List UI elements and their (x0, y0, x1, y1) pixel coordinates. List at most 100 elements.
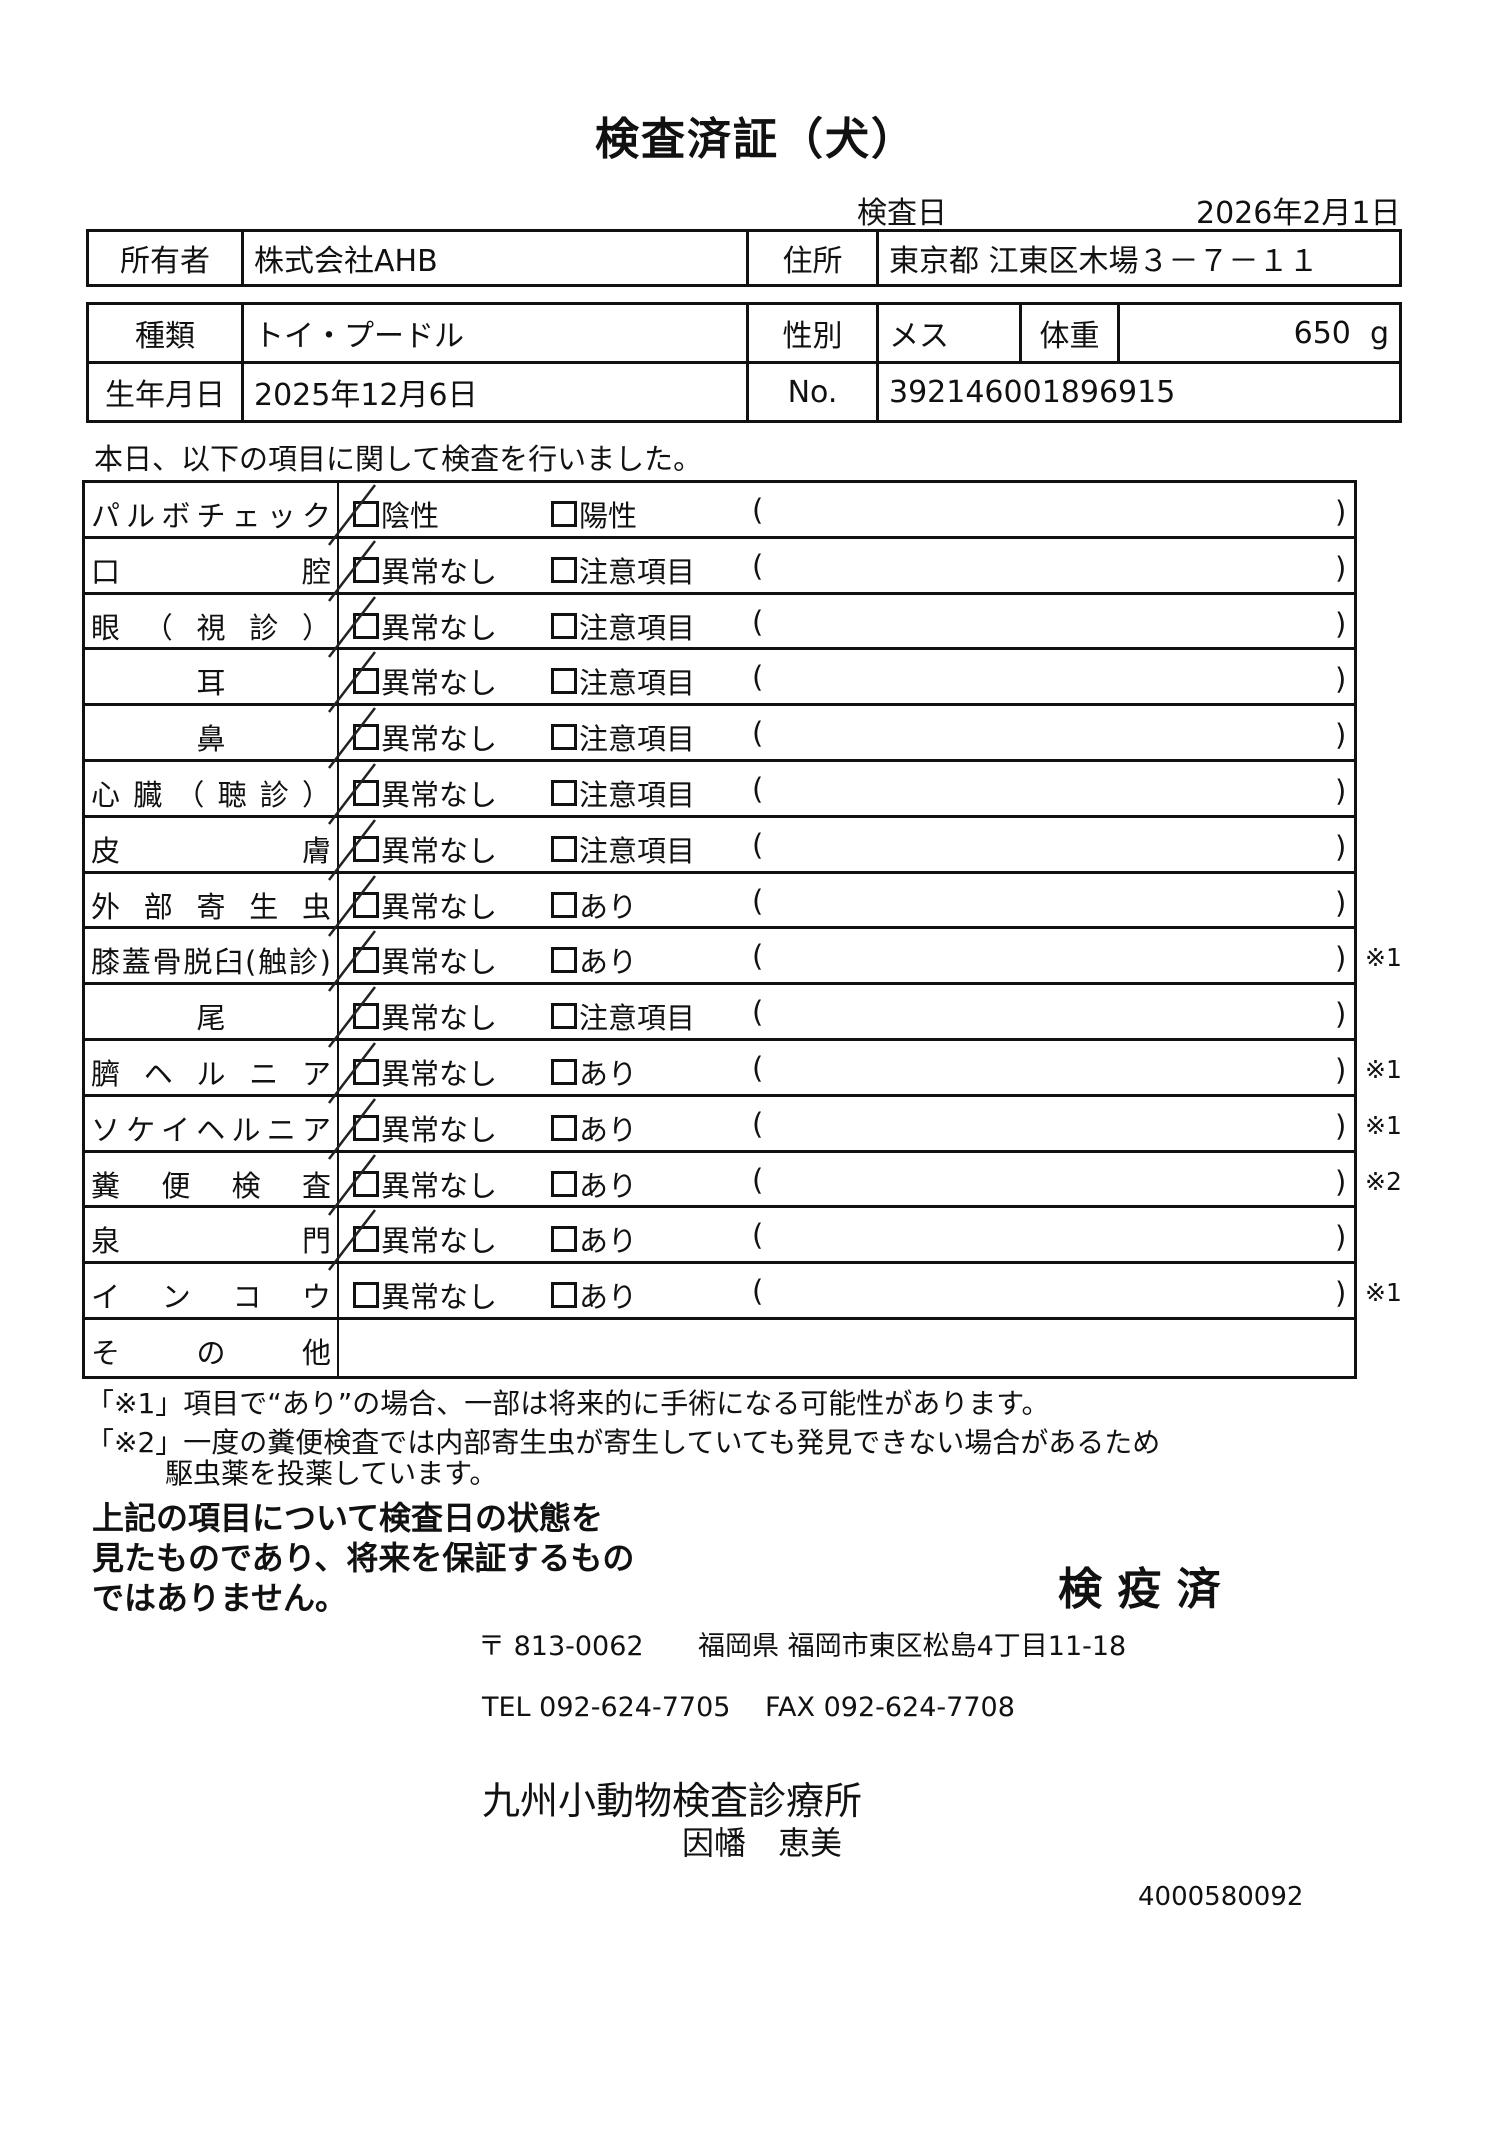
checkbox-abnormal[interactable] (551, 556, 577, 583)
option-normal[interactable]: 異常なし (353, 605, 497, 647)
option-abnormal[interactable]: あり (551, 939, 637, 981)
checkbox-normal[interactable] (353, 612, 379, 639)
option-normal[interactable]: 異常なし (353, 549, 497, 591)
checkbox-normal[interactable] (353, 779, 379, 806)
checkbox-abnormal[interactable] (551, 835, 577, 862)
checkbox-normal[interactable] (353, 1114, 379, 1141)
check-mark-icon (328, 1209, 376, 1272)
option-abnormal-label: あり (579, 1280, 638, 1315)
option-normal[interactable]: 異常なし (353, 939, 497, 981)
vet-name: 因幡 恵美 (682, 1824, 843, 1862)
option-normal[interactable]: 異常なし (353, 1107, 497, 1149)
paren-close: ) (1335, 885, 1347, 920)
checkbox-normal[interactable] (353, 668, 379, 695)
no-value: 392146001896915 (876, 361, 1402, 423)
option-abnormal[interactable]: 注意項目 (551, 995, 695, 1037)
footnote-marker: ※1 (1365, 1110, 1402, 1140)
owner-table: 所有者 株式会社AHB 住所 東京都 江東区木場３－７－１１ (86, 229, 1402, 287)
item-label: 眼（視診） (91, 610, 331, 645)
option-normal[interactable]: 異常なし (353, 772, 497, 814)
option-abnormal-label: 注意項目 (579, 833, 696, 868)
option-normal-label: 異常なし (381, 1112, 498, 1147)
checkbox-normal[interactable] (353, 1058, 379, 1085)
paren-close: ) (1335, 1276, 1347, 1311)
option-normal[interactable]: 異常なし (353, 716, 497, 758)
check-mark-icon (328, 540, 376, 602)
option-abnormal[interactable]: 陽性 (551, 493, 637, 535)
option-normal[interactable]: 異常なし (353, 1274, 497, 1316)
column-divider (337, 1096, 339, 1150)
option-abnormal[interactable]: 注意項目 (551, 549, 695, 591)
checkbox-abnormal[interactable] (551, 501, 577, 527)
option-normal[interactable]: 陰性 (353, 493, 439, 535)
column-divider (337, 1319, 339, 1376)
checkbox-normal[interactable] (353, 835, 379, 862)
option-normal[interactable]: 異常なし (353, 884, 497, 926)
checkbox-abnormal[interactable] (551, 1058, 577, 1085)
option-abnormal[interactable]: 注意項目 (551, 716, 695, 758)
checkbox-abnormal[interactable] (551, 1114, 577, 1141)
option-abnormal-label: 陽性 (579, 499, 638, 533)
option-abnormal-label: 注意項目 (579, 666, 696, 701)
checkbox-normal[interactable] (353, 1226, 379, 1253)
checkbox-normal[interactable] (353, 1282, 379, 1309)
checkbox-abnormal[interactable] (551, 1226, 577, 1253)
option-abnormal[interactable]: あり (551, 1051, 637, 1093)
checkbox-normal[interactable] (353, 947, 379, 974)
animal-table: 種類 トイ・プードル 性別 メス 体重 650 g 生年月日 2025年12月6… (86, 302, 1402, 423)
checkbox-abnormal[interactable] (551, 612, 577, 639)
checkbox-normal[interactable] (353, 1170, 379, 1197)
checkbox-abnormal[interactable] (551, 1170, 577, 1197)
option-normal-label: 異常なし (381, 1224, 498, 1259)
check-mark-icon (328, 763, 376, 825)
option-abnormal[interactable]: 注意項目 (551, 828, 695, 870)
option-normal-label: 異常なし (381, 833, 498, 868)
paren-open: ( (752, 939, 764, 974)
checkbox-normal[interactable] (353, 1003, 379, 1030)
paren-close: ) (1335, 997, 1347, 1032)
option-abnormal[interactable]: あり (551, 884, 637, 926)
checkbox-abnormal[interactable] (551, 891, 577, 918)
option-abnormal-label: 注意項目 (579, 1001, 696, 1036)
checkbox-abnormal[interactable] (551, 947, 577, 974)
checkbox-abnormal[interactable] (551, 1282, 577, 1309)
checkbox-normal[interactable] (353, 556, 379, 583)
checkbox-abnormal[interactable] (551, 779, 577, 806)
checkbox-abnormal[interactable] (551, 1003, 577, 1030)
intro-text: 本日、以下の項目に関して検査を行いました。 (94, 442, 703, 476)
checkbox-abnormal[interactable] (551, 724, 577, 751)
checkbox-normal[interactable] (353, 724, 379, 751)
option-abnormal[interactable]: あり (551, 1218, 637, 1260)
option-abnormal[interactable]: 注意項目 (551, 660, 695, 702)
paren-close: ) (1335, 495, 1347, 529)
option-abnormal-label: あり (579, 945, 638, 980)
inspected-stamp: 検 疫 済 (1058, 1564, 1221, 1615)
checkbox-abnormal[interactable] (551, 668, 577, 695)
paren-close: ) (1335, 773, 1347, 808)
option-normal[interactable]: 異常なし (353, 1163, 497, 1205)
checkbox-normal[interactable] (353, 501, 379, 527)
option-normal-label: 異常なし (381, 1168, 498, 1203)
paren-close: ) (1335, 1108, 1347, 1143)
checklist-row-other: その他 (85, 1319, 1354, 1376)
option-abnormal-label: あり (579, 889, 638, 924)
paren-open: ( (752, 493, 764, 527)
option-normal[interactable]: 異常なし (353, 1051, 497, 1093)
option-normal-label: 異常なし (381, 722, 498, 757)
option-abnormal[interactable]: あり (551, 1163, 637, 1205)
option-normal-label: 異常なし (381, 1056, 498, 1091)
option-abnormal[interactable]: 注意項目 (551, 605, 695, 647)
postal-code: 〒 813-0062 (478, 1631, 644, 1662)
option-normal[interactable]: 異常なし (353, 995, 497, 1037)
item-label: 心臓（聴診） (91, 777, 331, 812)
exam-date-label: 検査日 (857, 196, 947, 231)
checkbox-normal[interactable] (353, 891, 379, 918)
dob-value: 2025年12月6日 (241, 361, 749, 423)
option-abnormal[interactable]: 注意項目 (551, 772, 695, 814)
option-abnormal[interactable]: あり (551, 1274, 637, 1316)
option-abnormal[interactable]: あり (551, 1107, 637, 1149)
option-normal[interactable]: 異常なし (353, 828, 497, 870)
option-normal[interactable]: 異常なし (353, 1218, 497, 1260)
paren-close: ) (1335, 606, 1347, 641)
option-normal[interactable]: 異常なし (353, 660, 497, 702)
